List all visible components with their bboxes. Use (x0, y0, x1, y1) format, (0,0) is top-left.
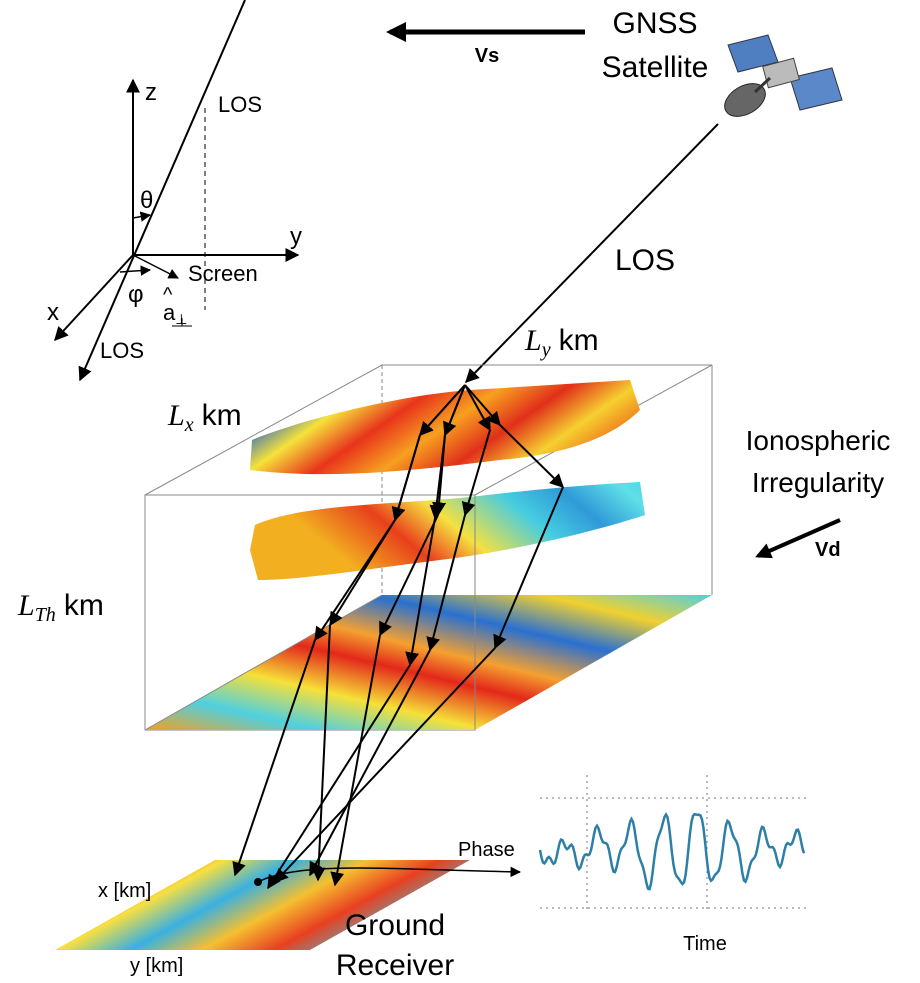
ray-segment (499, 424, 564, 488)
ray-segment (443, 384, 466, 437)
scattered-rays (232, 384, 564, 890)
ray-segment (329, 519, 396, 627)
ray-segment (309, 649, 431, 877)
receiver-label: Ground (345, 909, 445, 942)
coordinate-frame (54, 0, 300, 382)
ray-segment (464, 384, 491, 432)
ray-segment (493, 486, 564, 650)
satellite-icon (724, 34, 843, 117)
lth-unit: km (64, 589, 104, 622)
ray-segment (432, 434, 447, 517)
lx-label: Lx km (167, 399, 242, 436)
time-label: Time (683, 933, 727, 955)
los-top-label: LOS (218, 92, 262, 117)
ray-segment (311, 624, 331, 882)
los-label: LOS (615, 244, 675, 277)
ground-x-label: x [km] (98, 880, 151, 902)
unit-vector-label: a⊥ (163, 300, 187, 327)
ray-segment (464, 384, 501, 427)
irregularity-label: Irregularity (752, 467, 884, 498)
drift-arrow (755, 518, 841, 559)
theta-label: θ (140, 187, 153, 214)
x-axis-label: x (47, 299, 59, 326)
ray-segment (461, 429, 491, 517)
ground-y-label: y [km] (130, 955, 183, 977)
y-axis-label: y (290, 223, 302, 250)
ground-patch (55, 860, 470, 950)
phase-plot (538, 775, 808, 910)
ly-symbol: L (524, 324, 542, 357)
ray-segment (405, 517, 436, 667)
lth-symbol: L (17, 589, 35, 622)
ray-segment (232, 639, 316, 877)
ray-segment (391, 434, 421, 522)
unit-vector-subscript: ⊥ (175, 311, 187, 327)
satellite-label: GNSS (612, 7, 697, 40)
receiver-label: Receiver (336, 949, 454, 982)
lx-symbol: L (167, 399, 185, 432)
irregularity-label: Ionospheric (746, 425, 891, 456)
ray-segment (419, 384, 466, 437)
ly-subscript: y (540, 339, 551, 361)
z-axis-label: z (145, 79, 157, 106)
satellite-label: Satellite (602, 51, 709, 84)
ray-segment (379, 514, 439, 637)
unit-vector: a (163, 300, 176, 325)
ly-unit: km (559, 324, 599, 357)
screen-label: Screen (188, 261, 258, 286)
phase-label: Phase (458, 839, 515, 861)
line-of-sight (465, 123, 719, 384)
los-bottom-label: LOS (100, 338, 144, 363)
ly-label: Ly km (524, 324, 599, 361)
lx-subscript: x (184, 414, 194, 436)
satellite-velocity: Vs (475, 45, 499, 67)
unit-vector-hat: ^ (163, 284, 173, 306)
lth-label: LTh km (17, 589, 104, 626)
ray-segment (426, 514, 466, 652)
drift-velocity: Vd (815, 539, 841, 561)
ray-segment (274, 647, 496, 884)
ray-segment (330, 634, 381, 887)
lx-unit: km (202, 399, 242, 432)
lth-subscript: Th (35, 604, 56, 626)
ray-segment (267, 664, 411, 890)
phi-label: φ (128, 281, 144, 308)
